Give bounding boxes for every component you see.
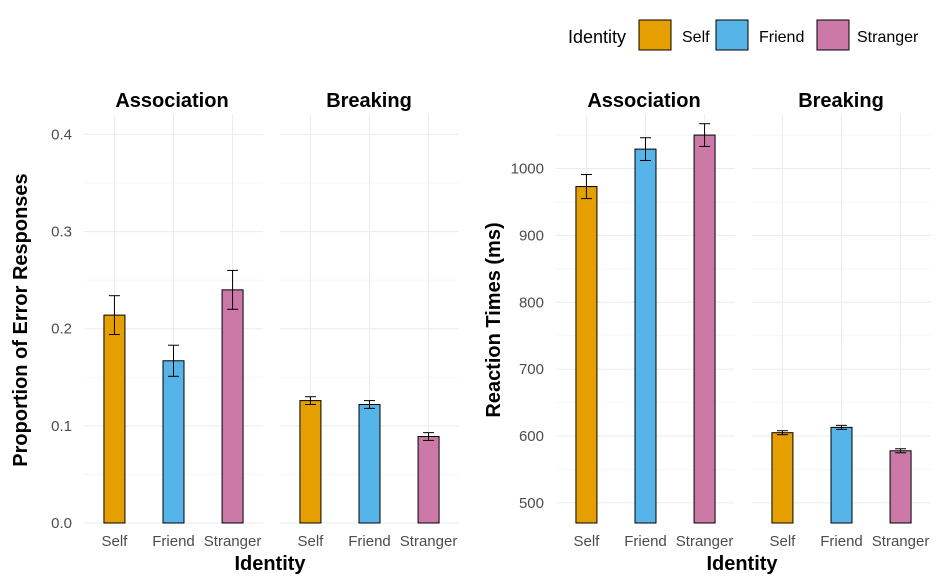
left-x-tick-label: Self — [102, 533, 129, 550]
error-proportion-plot: Association Breaking 0.0 0.1 0.2 0.3 0.4 Sel… — [10, 90, 459, 575]
left-facet-title-association: Association — [115, 90, 228, 112]
right-y-axis-title: Reaction Times (ms) — [483, 222, 505, 417]
right-y-tick-label: 600 — [519, 428, 544, 445]
right-x-tick-label: Self — [574, 533, 601, 550]
left-facet-title-breaking: Breaking — [326, 90, 412, 112]
legend: Identity Self Friend Stranger — [568, 19, 919, 51]
left-bar-breaking-stranger — [417, 436, 440, 524]
left-bar-association-self — [103, 314, 126, 524]
legend-label-self: Self — [682, 29, 710, 46]
left-x-tick-label: Stranger — [400, 533, 458, 550]
right-y-tick-label: 1000 — [511, 161, 544, 178]
right-bar-association-stranger — [693, 134, 716, 524]
left-bar-breaking-self — [299, 400, 322, 524]
left-bar-breaking-friend — [358, 403, 381, 524]
left-x-tick-label: Friend — [152, 533, 195, 550]
left-x-tick-labels: Self Friend Stranger Self Friend Stranger — [102, 533, 458, 550]
right-bar-breaking-self — [771, 432, 794, 524]
left-x-axis-title: Identity — [234, 553, 306, 575]
right-bar-association-self — [575, 186, 598, 524]
left-x-tick-label: Stranger — [204, 533, 262, 550]
left-x-tick-label: Friend — [348, 533, 391, 550]
right-bar-association-friend — [634, 148, 657, 524]
legend-title: Identity — [568, 27, 626, 47]
left-y-tick-labels: 0.0 0.1 0.2 0.3 0.4 — [51, 126, 72, 532]
right-bar-breaking-stranger — [889, 450, 912, 524]
right-gridlines — [556, 115, 931, 523]
right-facet-title-breaking: Breaking — [798, 90, 884, 112]
right-y-tick-label: 500 — [519, 495, 544, 512]
right-x-tick-labels: Self Friend Stranger Self Friend Stranger — [574, 533, 930, 550]
left-bars — [103, 269, 440, 524]
right-y-tick-label: 800 — [519, 294, 544, 311]
left-bar-association-stranger — [221, 289, 244, 524]
left-y-tick-label: 0.4 — [51, 126, 72, 143]
right-x-tick-label: Friend — [624, 533, 667, 550]
right-y-tick-labels: 500 600 700 800 900 1000 — [511, 161, 544, 512]
left-y-tick-label: 0.3 — [51, 224, 72, 241]
right-x-tick-label: Friend — [820, 533, 863, 550]
left-gridlines — [84, 115, 459, 524]
legend-label-friend: Friend — [759, 29, 804, 46]
left-facet-strips: Association Breaking — [115, 90, 411, 112]
right-facet-title-association: Association — [587, 90, 700, 112]
reaction-time-plot: Association Breaking 500 600 700 800 900 1000… — [483, 90, 931, 575]
left-y-tick-label: 0.1 — [51, 418, 72, 435]
left-y-tick-label: 0.2 — [51, 321, 72, 338]
right-bars — [575, 123, 912, 524]
legend-key-self — [638, 19, 672, 51]
right-x-tick-label: Stranger — [676, 533, 734, 550]
legend-label-stranger: Stranger — [857, 29, 919, 46]
right-bar-breaking-friend — [830, 426, 853, 524]
legend-key-stranger — [816, 19, 850, 51]
left-bar-association-friend — [162, 360, 185, 524]
left-y-axis-title: Proportion of Error Responses — [10, 173, 32, 466]
right-y-tick-label: 900 — [519, 227, 544, 244]
right-x-axis-title: Identity — [706, 553, 778, 575]
right-facet-strips: Association Breaking — [587, 90, 883, 112]
right-x-tick-label: Self — [770, 533, 797, 550]
left-y-tick-label: 0.0 — [51, 515, 72, 532]
left-x-tick-label: Self — [298, 533, 325, 550]
right-y-tick-label: 700 — [519, 361, 544, 378]
legend-key-friend — [715, 19, 749, 51]
right-x-tick-label: Stranger — [872, 533, 930, 550]
